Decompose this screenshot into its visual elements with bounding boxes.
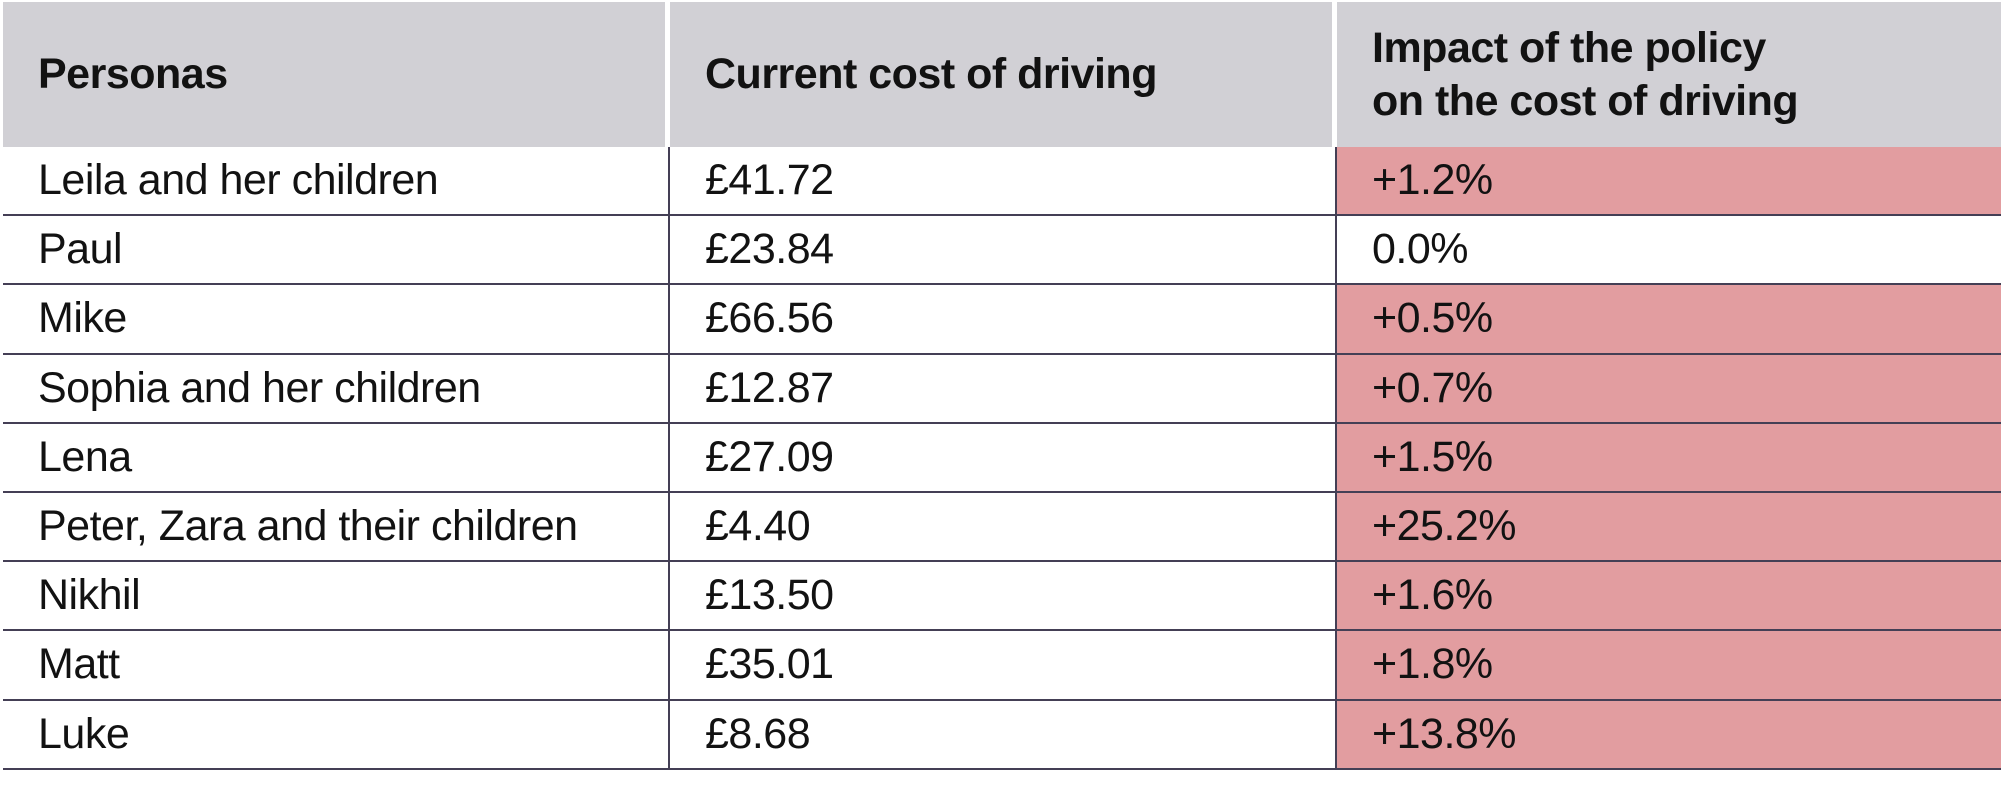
personas-cost-table: Personas Current cost of driving Impact … <box>3 2 2001 770</box>
column-header-policy-impact: Impact of the policy on the cost of driv… <box>1337 2 2001 147</box>
impact-cell: +0.7% <box>1337 354 2001 424</box>
impact-cell: +1.5% <box>1337 423 2001 493</box>
persona-cell: Sophia and her children <box>3 354 670 424</box>
impact-cell: +1.6% <box>1337 562 2001 632</box>
persona-cell: Lena <box>3 423 670 493</box>
persona-cell: Luke <box>3 700 670 770</box>
table-row: Matt £35.01 +1.8% <box>3 631 2001 701</box>
table-row: Nikhil £13.50 +1.6% <box>3 562 2001 632</box>
current-cost-cell: £35.01 <box>670 631 1337 701</box>
current-cost-cell: £12.87 <box>670 354 1337 424</box>
persona-cell: Leila and her children <box>3 147 670 217</box>
column-header-personas: Personas <box>3 2 670 147</box>
impact-cell: +25.2% <box>1337 492 2001 563</box>
current-cost-cell: £41.72 <box>670 147 1337 217</box>
current-cost-cell: £23.84 <box>670 216 1337 286</box>
column-header-current-cost: Current cost of driving <box>670 2 1337 147</box>
current-cost-cell: £4.40 <box>670 492 1337 563</box>
table-row: Paul £23.84 0.0% <box>3 216 2001 286</box>
persona-cell: Peter, Zara and their children <box>3 492 670 563</box>
current-cost-cell: £13.50 <box>670 562 1337 632</box>
impact-cell: +1.8% <box>1337 631 2001 701</box>
current-cost-cell: £66.56 <box>670 285 1337 355</box>
persona-cell: Mike <box>3 285 670 355</box>
impact-cell: 0.0% <box>1337 216 2001 286</box>
table-row: Peter, Zara and their children £4.40 +25… <box>3 492 2001 563</box>
impact-cell: +1.2% <box>1337 147 2001 217</box>
current-cost-cell: £8.68 <box>670 700 1337 770</box>
table-row: Leila and her children £41.72 +1.2% <box>3 147 2001 217</box>
table-row: Mike £66.56 +0.5% <box>3 285 2001 355</box>
table-header-row: Personas Current cost of driving Impact … <box>3 2 2001 147</box>
current-cost-cell: £27.09 <box>670 423 1337 493</box>
persona-cell: Paul <box>3 216 670 286</box>
table-row: Luke £8.68 +13.8% <box>3 700 2001 770</box>
table-row: Sophia and her children £12.87 +0.7% <box>3 354 2001 424</box>
persona-cell: Nikhil <box>3 562 670 632</box>
persona-cell: Matt <box>3 631 670 701</box>
impact-cell: +13.8% <box>1337 700 2001 770</box>
impact-cell: +0.5% <box>1337 285 2001 355</box>
table-row: Lena £27.09 +1.5% <box>3 423 2001 493</box>
